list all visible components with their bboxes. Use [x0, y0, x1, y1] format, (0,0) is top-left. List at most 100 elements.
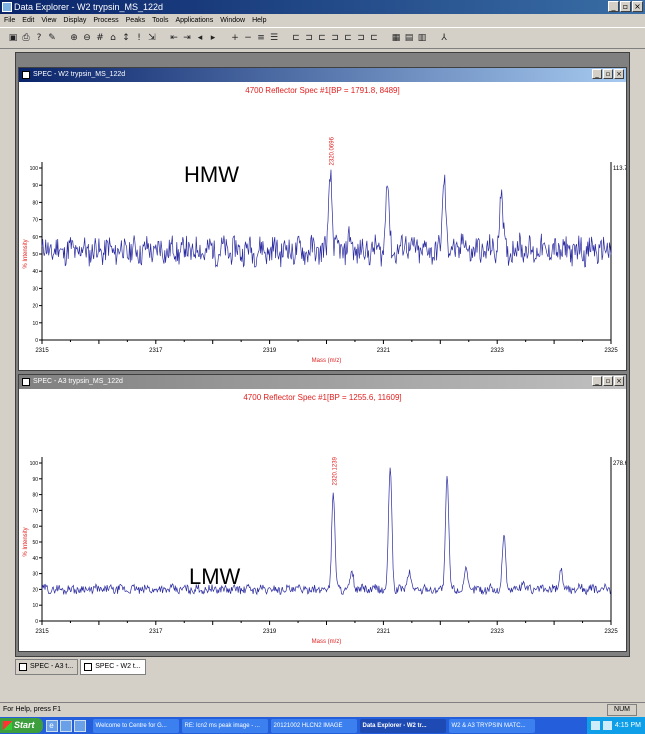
y-axis-label: % Intensity — [23, 239, 29, 268]
spectrum-5-icon[interactable]: ⊏ — [344, 33, 352, 43]
minimize-button[interactable]: _ — [608, 1, 619, 12]
zoom-icon[interactable]: ⊕ — [70, 33, 78, 43]
task-image-folder[interactable]: 20121002 HLCN2 IMAGE — [270, 718, 357, 733]
maximize-button[interactable]: ▫ — [620, 1, 631, 12]
stack-icon[interactable]: ≡ — [257, 33, 265, 43]
tile-icon[interactable]: ▦ — [391, 33, 401, 43]
max-intensity-label: 113.7 — [613, 166, 626, 172]
expand-left-icon[interactable]: ⇤ — [170, 33, 178, 43]
y-tick-label: 20 — [32, 587, 38, 593]
subtract-icon[interactable]: − — [244, 33, 252, 43]
y-tick-label: 90 — [32, 183, 38, 189]
open-icon[interactable]: ▣ — [8, 33, 18, 43]
close-button[interactable]: × — [632, 1, 643, 12]
menu-window[interactable]: Window — [220, 17, 246, 24]
spectrum-4-icon[interactable]: ⊐ — [331, 33, 339, 43]
y-tick-label: 70 — [32, 508, 38, 514]
x-tick-label: 2323 — [491, 629, 505, 635]
ie-icon[interactable]: e — [45, 719, 58, 732]
peak-label-icon[interactable]: # — [96, 33, 104, 43]
child-close-button[interactable]: × — [614, 376, 624, 386]
spectrum-window-a3[interactable]: SPEC - A3 trypsin_MS_122d _ ▫ × 4700 Ref… — [18, 374, 627, 652]
network-icon[interactable] — [590, 721, 600, 730]
desktop-icon[interactable] — [73, 719, 86, 732]
child-maximize-button[interactable]: ▫ — [603, 376, 613, 386]
child-maximize-button[interactable]: ▫ — [603, 69, 613, 79]
peak-mass-label: 2320.0696 — [329, 136, 335, 165]
spectrum-title: 4700 Reflector Spec #1[BP = 1791.8, 8489… — [245, 86, 399, 95]
cascade-icon[interactable]: ▤ — [404, 33, 414, 43]
marker-icon[interactable]: ! — [137, 33, 141, 43]
menu-applications[interactable]: Applications — [175, 17, 214, 24]
menu-tools[interactable]: Tools — [152, 17, 169, 24]
spectrum-trace — [41, 467, 612, 596]
add-icon[interactable]: + — [231, 33, 239, 43]
mdi-tab-a3[interactable]: SPEC - A3 t... — [15, 659, 79, 675]
task-outlook[interactable]: Welcome to Centre for G... — [92, 718, 179, 733]
child-minimize-button[interactable]: _ — [592, 69, 602, 79]
expand-right-icon[interactable]: ⇥ — [183, 33, 191, 43]
app-title: Data Explorer - W2 trypsin_MS_122d — [14, 2, 164, 12]
overlay-icon[interactable]: ☰ — [269, 33, 279, 43]
spectrum-window-icon — [22, 71, 30, 79]
menu-peaks[interactable]: Peaks — [125, 17, 146, 24]
num-lock-indicator: NUM — [607, 704, 637, 716]
spectrum-1-icon[interactable]: ⊏ — [292, 33, 300, 43]
person-icon[interactable]: ⅄ — [441, 33, 447, 43]
spectrum-plot-lmw[interactable]: 4700 Reflector Spec #1[BP = 1255.6, 1160… — [19, 389, 626, 651]
split-icon[interactable]: ▥ — [417, 33, 427, 43]
system-tray: 4:15 PM — [586, 717, 645, 734]
menu-process[interactable]: Process — [93, 17, 119, 24]
x-tick-label: 2315 — [35, 348, 49, 354]
x-tick-label: 2325 — [604, 348, 618, 354]
menu-display[interactable]: Display — [63, 17, 87, 24]
spectrum-7-icon[interactable]: ⊏ — [370, 33, 378, 43]
mdi-tab-w2[interactable]: SPEC - W2 t... — [80, 659, 146, 675]
child-close-button[interactable]: × — [614, 69, 624, 79]
spectrum-6-icon[interactable]: ⊐ — [357, 33, 365, 43]
child-window-controls: _ ▫ × — [592, 69, 624, 79]
start-button[interactable]: Start — [0, 718, 43, 733]
spectrum-window-w2[interactable]: SPEC - W2 trypsin_MS_122d _ ▫ × 4700 Ref… — [18, 67, 627, 371]
pointer-icon[interactable]: ✎ — [48, 33, 56, 43]
y-tick-label: 70 — [32, 218, 38, 224]
child-minimize-button[interactable]: _ — [592, 376, 602, 386]
shift-left-icon[interactable]: ◂ — [197, 33, 203, 43]
spectrum-window-title[interactable]: SPEC - A3 trypsin_MS_122d _ ▫ × — [19, 375, 626, 389]
folder-icon[interactable] — [59, 719, 72, 732]
spectrum-2-icon[interactable]: ⊐ — [305, 33, 313, 43]
mdi-workspace: SPEC - W2 trypsin_MS_122d _ ▫ × 4700 Ref… — [15, 52, 630, 657]
y-tick-label: 0 — [35, 338, 38, 344]
x-tick-label: 2319 — [263, 348, 277, 354]
quick-launch: e — [45, 719, 90, 732]
sample-annotation: LMW — [189, 564, 241, 589]
menu-edit[interactable]: Edit — [22, 17, 35, 24]
zoom-out-icon[interactable]: ⊖ — [83, 33, 91, 43]
task-email[interactable]: RE: lcn2 ms peak image - ... — [181, 718, 268, 733]
status-message: For Help, press F1 — [3, 706, 61, 713]
shift-right-icon[interactable]: ▸ — [210, 33, 216, 43]
menu-file[interactable]: File — [4, 17, 16, 24]
clock: 4:15 PM — [614, 722, 641, 729]
app-icon — [2, 2, 12, 12]
menu-help[interactable]: Help — [252, 17, 267, 24]
arrow-icon[interactable]: ↕ — [122, 33, 130, 43]
task-data-explorer[interactable]: Data Explorer - W2 tr... — [359, 718, 446, 733]
spectrum-title: 4700 Reflector Spec #1[BP = 1255.6, 1160… — [243, 393, 401, 402]
baseline-icon[interactable]: ⌂ — [110, 33, 116, 43]
task-word-doc[interactable]: W2 & A3 TRYPSIN MATC... — [448, 718, 535, 733]
x-tick-label: 2325 — [604, 629, 618, 635]
spectrum-3-icon[interactable]: ⊏ — [318, 33, 326, 43]
status-bar: For Help, press F1 NUM — [0, 702, 645, 716]
spectrum-plot-hmw[interactable]: 4700 Reflector Spec #1[BP = 1791.8, 8489… — [19, 82, 626, 370]
x-tick-label: 2323 — [491, 348, 505, 354]
menu-view[interactable]: View — [41, 17, 57, 24]
y-tick-label: 80 — [32, 200, 38, 206]
spectrum-window-title[interactable]: SPEC - W2 trypsin_MS_122d _ ▫ × — [19, 68, 626, 82]
y-tick-label: 50 — [32, 540, 38, 546]
help-icon[interactable]: ? — [36, 33, 42, 43]
volume-icon[interactable] — [602, 721, 612, 730]
y-axis-label: % Intensity — [23, 527, 29, 556]
cursor-icon[interactable]: ⇲ — [148, 33, 156, 43]
print-icon[interactable]: ⎙ — [22, 33, 30, 43]
